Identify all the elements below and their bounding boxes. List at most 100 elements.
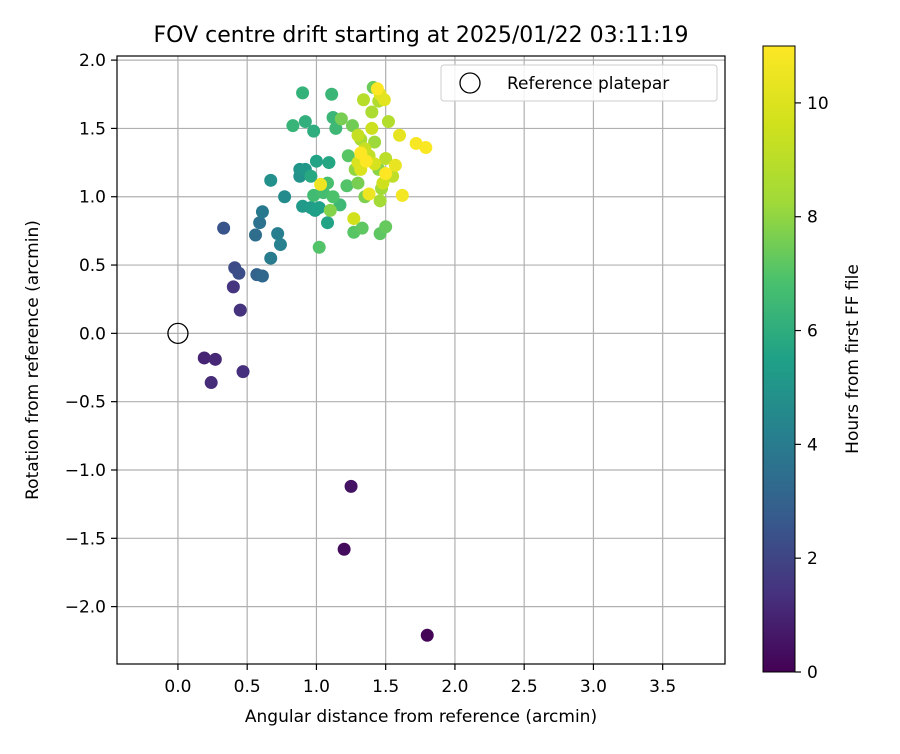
reference-platepar-marker (167, 322, 189, 345)
y-tick-label: 0.0 (79, 324, 106, 344)
x-tick-label: 3.0 (580, 677, 607, 697)
data-point (323, 203, 337, 217)
data-point (368, 135, 382, 149)
data-point (344, 479, 358, 493)
legend-box (440, 64, 718, 102)
data-point (248, 228, 262, 242)
data-point (312, 201, 326, 215)
data-point (271, 227, 285, 241)
reference-marker-layer (167, 322, 189, 345)
data-point (314, 177, 328, 191)
data-point (341, 149, 355, 163)
data-point (236, 365, 250, 379)
y-axis-ticks: −2.0 −1.5 −1.0 −0.5 0.0 0.5 1.0 1.5 2.0 (65, 51, 117, 618)
data-point (354, 146, 368, 160)
data-point (420, 628, 434, 642)
data-point (347, 212, 361, 226)
legend: Reference platepar (440, 64, 718, 102)
y-tick-label: −1.0 (65, 461, 106, 481)
data-point (325, 87, 339, 101)
data-point (233, 303, 247, 317)
x-tick-label: 0.5 (234, 677, 261, 697)
data-point (409, 136, 423, 150)
data-point (255, 205, 269, 219)
data-point (232, 266, 246, 280)
y-tick-label: 1.5 (79, 119, 106, 139)
colorbar-tick-label: 2 (807, 549, 818, 569)
data-point (337, 542, 351, 556)
y-tick-label: −2.0 (65, 598, 106, 618)
data-point (340, 179, 354, 193)
x-tick-label: 0.0 (164, 677, 191, 697)
colorbar-tick-label: 4 (807, 435, 818, 455)
y-tick-label: −0.5 (65, 393, 106, 413)
data-point (264, 251, 278, 265)
data-point (370, 82, 384, 96)
data-point (395, 188, 409, 202)
x-axis-label: Angular distance from reference (arcmin) (245, 707, 597, 727)
data-point (393, 128, 407, 142)
data-point (388, 158, 402, 172)
legend-entry-label: Reference platepar (507, 74, 669, 94)
x-tick-label: 2.5 (511, 677, 538, 697)
data-point (226, 280, 240, 294)
data-point (197, 351, 211, 365)
data-point (377, 93, 391, 107)
data-point (208, 352, 222, 366)
data-point (278, 190, 292, 204)
data-point (362, 187, 376, 201)
data-point (379, 167, 393, 181)
data-point (322, 156, 336, 170)
x-tick-label: 1.5 (372, 677, 399, 697)
data-point (326, 190, 340, 204)
data-point (365, 105, 379, 119)
data-point (304, 169, 318, 183)
data-point (312, 240, 326, 254)
data-point (204, 376, 218, 390)
data-point (357, 93, 371, 107)
data-point (255, 269, 269, 283)
data-point (379, 151, 393, 165)
legend-marker-icon (459, 72, 481, 94)
colorbar-gradient (762, 45, 796, 673)
y-tick-label: 1.0 (79, 188, 106, 208)
data-point (419, 141, 433, 155)
colorbar-tick-label: 0 (807, 663, 818, 683)
data-point (321, 216, 335, 230)
data-point (381, 115, 395, 129)
x-tick-label: 1.0 (303, 677, 330, 697)
data-point (307, 124, 321, 138)
grid (117, 56, 725, 664)
data-point (273, 238, 287, 252)
data-point (351, 128, 365, 142)
y-axis-label: Rotation from reference (arcmin) (23, 220, 43, 500)
data-point (253, 216, 267, 230)
data-point (217, 221, 231, 235)
colorbar: 0 2 4 6 8 10 Hours from first FF file (762, 45, 863, 683)
colorbar-tick-label: 8 (807, 208, 818, 228)
data-point (286, 119, 300, 133)
y-tick-label: 2.0 (79, 51, 106, 71)
data-point (329, 121, 343, 135)
x-tick-label: 2.0 (441, 677, 468, 697)
colorbar-label: Hours from first FF file (843, 264, 863, 454)
x-tick-label: 3.5 (649, 677, 676, 697)
data-point (373, 194, 387, 208)
data-point (296, 86, 310, 100)
y-tick-label: 0.5 (79, 256, 106, 276)
x-axis-ticks: 0.0 0.5 1.0 1.5 2.0 2.5 3.0 3.5 (164, 664, 676, 697)
plot-frame (116, 55, 726, 665)
colorbar-tick-label: 6 (807, 322, 818, 342)
data-point (334, 112, 348, 126)
data-point (264, 173, 278, 187)
data-points (197, 80, 434, 642)
data-point (355, 221, 369, 235)
data-point (351, 176, 365, 190)
colorbar-ticks: 0 2 4 6 8 10 (795, 94, 829, 683)
y-tick-label: −1.5 (65, 529, 106, 549)
chart-title: FOV centre drift starting at 2025/01/22 … (154, 23, 689, 48)
colorbar-tick-label: 10 (807, 94, 829, 114)
data-point (309, 154, 323, 168)
data-point (379, 220, 393, 234)
